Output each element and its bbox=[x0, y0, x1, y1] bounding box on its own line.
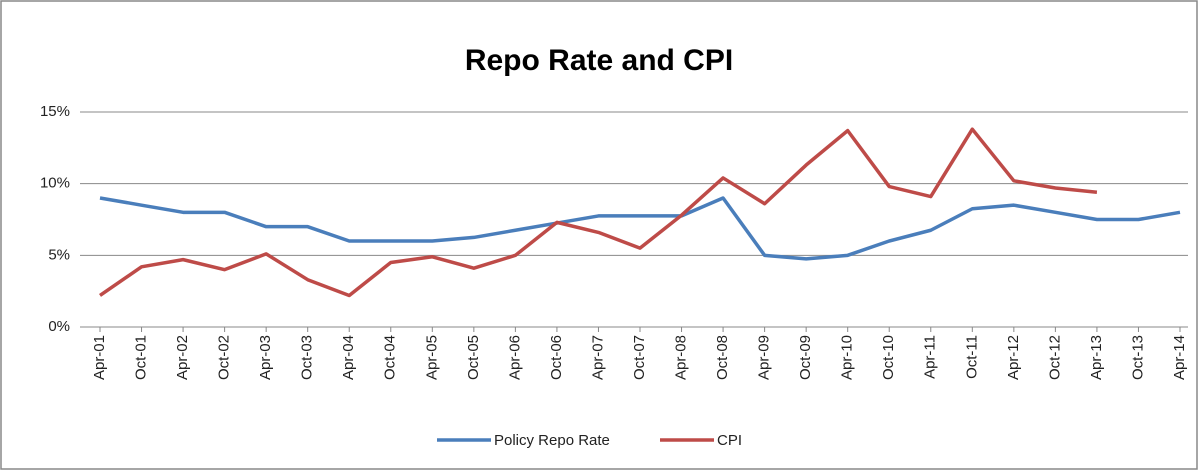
x-tick-label: Oct-11 bbox=[963, 335, 980, 379]
x-tick-label: Oct-05 bbox=[465, 335, 482, 380]
x-tick-label: Oct-12 bbox=[1046, 335, 1063, 380]
x-tick-label: Oct-01 bbox=[133, 335, 150, 380]
x-tick-label: Apr-12 bbox=[1005, 335, 1022, 380]
x-tick-label: Oct-02 bbox=[216, 335, 233, 380]
x-tick-label: Oct-10 bbox=[880, 335, 897, 380]
x-tick-label: Apr-11 bbox=[922, 335, 939, 379]
x-tick-label: Apr-05 bbox=[423, 335, 440, 380]
x-tick-label: Oct-08 bbox=[714, 335, 731, 380]
x-tick-label: Apr-04 bbox=[340, 335, 357, 380]
x-tick-label: Apr-06 bbox=[506, 335, 523, 380]
legend-label: Policy Repo Rate bbox=[494, 432, 610, 449]
x-tick-label: Apr-10 bbox=[839, 335, 856, 380]
y-tick-label: 10% bbox=[40, 175, 70, 192]
y-tick-label: 15% bbox=[40, 103, 70, 120]
series-line bbox=[99, 127, 1098, 298]
x-tick-label: Oct-04 bbox=[382, 335, 399, 380]
x-tick-label: Apr-08 bbox=[673, 335, 690, 380]
x-tick-label: Oct-09 bbox=[797, 335, 814, 380]
x-tick-label: Oct-13 bbox=[1129, 335, 1146, 380]
x-tick-label: Oct-07 bbox=[631, 335, 648, 380]
x-tick-label: Apr-09 bbox=[756, 335, 773, 380]
x-tick-label: Apr-03 bbox=[257, 335, 274, 380]
x-tick-label: Apr-02 bbox=[174, 335, 191, 380]
y-tick-label: 5% bbox=[48, 246, 70, 263]
legend-label: CPI bbox=[717, 432, 742, 449]
x-tick-label: Apr-13 bbox=[1088, 335, 1105, 380]
x-tick-label: Oct-06 bbox=[548, 335, 565, 380]
x-tick-label: Apr-01 bbox=[91, 335, 108, 380]
y-tick-label: 0% bbox=[48, 318, 70, 335]
x-tick-label: Oct-03 bbox=[299, 335, 316, 380]
series-line bbox=[99, 196, 1181, 261]
x-tick-label: Apr-14 bbox=[1171, 335, 1188, 380]
x-tick-label: Apr-07 bbox=[589, 335, 606, 380]
chart-title: Repo Rate and CPI bbox=[465, 44, 733, 77]
